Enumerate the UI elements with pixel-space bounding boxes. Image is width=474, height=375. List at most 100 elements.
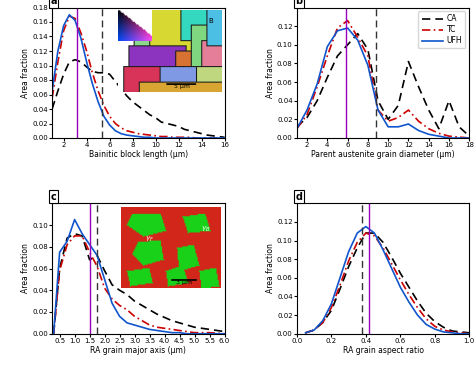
CA (112, 79, 118, 84)
UFH (345, 26, 350, 30)
CA (320, 320, 326, 325)
CA (436, 126, 442, 131)
TC (466, 136, 472, 140)
TC (118, 126, 124, 130)
TC (346, 259, 351, 263)
UFH (102, 277, 108, 282)
CA (210, 134, 216, 138)
CA (375, 99, 381, 103)
CA (79, 234, 85, 238)
UFH (415, 313, 420, 317)
UFH (124, 133, 130, 137)
UFH (222, 332, 228, 336)
TC (314, 84, 320, 89)
Y-axis label: Area fraction: Area fraction (21, 48, 30, 98)
TC (90, 70, 95, 75)
TC (375, 108, 381, 112)
CA (303, 331, 309, 335)
TC (147, 323, 153, 327)
TC (51, 332, 56, 336)
Line: TC: TC (54, 236, 225, 334)
CA (64, 236, 70, 240)
CA (132, 299, 137, 303)
CA (346, 264, 351, 269)
UFH (141, 135, 147, 140)
UFH (132, 323, 137, 327)
TC (304, 112, 310, 117)
CA (49, 107, 55, 111)
TC (132, 314, 137, 319)
CA (345, 42, 350, 47)
TC (136, 131, 141, 136)
TC (432, 324, 438, 328)
CA (440, 325, 446, 330)
TC (294, 126, 300, 131)
UFH (210, 136, 216, 140)
CA (90, 69, 95, 74)
Line: TC: TC (306, 233, 469, 334)
CA (72, 57, 78, 62)
UFH (182, 136, 187, 140)
TC (66, 14, 72, 18)
TC (187, 135, 193, 140)
UFH (199, 136, 204, 140)
UFH (335, 28, 340, 33)
TC (154, 325, 160, 330)
UFH (385, 124, 391, 129)
CA (55, 88, 61, 93)
CA (124, 292, 130, 297)
UFH (446, 136, 452, 140)
CA (355, 32, 361, 36)
UFH (303, 331, 309, 335)
TC (328, 305, 334, 310)
CA (216, 134, 222, 139)
TC (124, 308, 130, 312)
CA (207, 327, 212, 332)
TC (372, 234, 377, 238)
CA (191, 325, 197, 330)
CA (182, 127, 187, 132)
TC (162, 326, 167, 331)
UFH (169, 330, 175, 335)
UFH (176, 136, 182, 140)
TC (466, 332, 472, 336)
UFH (458, 332, 464, 336)
CA (466, 134, 472, 138)
TC (124, 129, 130, 133)
TC (380, 246, 386, 250)
TC (389, 262, 394, 266)
TC (337, 283, 343, 288)
UFH (328, 302, 334, 306)
TC (72, 16, 78, 21)
CA (193, 130, 199, 135)
UFH (398, 285, 403, 290)
UFH (118, 131, 124, 136)
CA (426, 108, 431, 112)
UFH (117, 314, 122, 319)
TC (303, 331, 309, 335)
TC (395, 115, 401, 120)
UFH (51, 332, 56, 336)
UFH (222, 136, 228, 140)
UFH (49, 88, 55, 93)
UFH (406, 122, 411, 126)
UFH (153, 136, 158, 140)
UFH (449, 331, 455, 335)
Line: UFH: UFH (52, 15, 225, 138)
Y-axis label: Area fraction: Area fraction (21, 244, 30, 293)
CA (372, 231, 377, 236)
Line: TC: TC (297, 21, 469, 138)
CA (466, 331, 472, 335)
UFH (389, 266, 394, 271)
TC (79, 234, 85, 238)
CA (147, 112, 153, 117)
CA (107, 72, 112, 76)
TC (55, 60, 61, 64)
Y-axis label: Area fraction: Area fraction (266, 244, 275, 293)
Text: c: c (50, 192, 56, 202)
TC (325, 54, 330, 58)
CA (154, 312, 160, 316)
Text: a: a (50, 0, 57, 6)
UFH (177, 330, 182, 335)
CA (314, 99, 320, 103)
